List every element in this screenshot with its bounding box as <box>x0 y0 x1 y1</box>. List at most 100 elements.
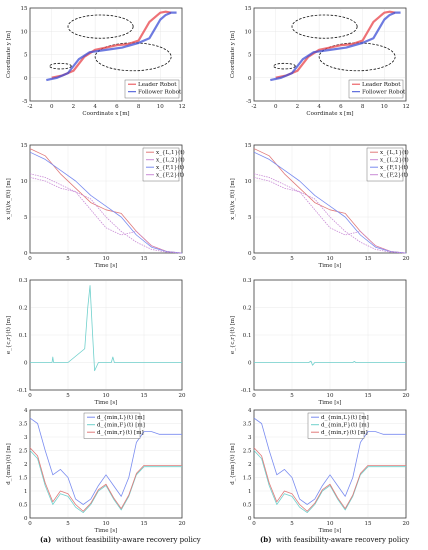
x-tick-label: 4 <box>317 104 321 110</box>
y-axis-label: Coordinate y [m] <box>6 31 12 78</box>
x-tick-label: -2 <box>27 104 32 110</box>
plot-frame <box>29 7 183 102</box>
obstacle-ellipse <box>273 62 296 70</box>
x-axis-label: Coordinate x [m] <box>306 111 353 117</box>
plot-frame <box>29 279 183 391</box>
caption-a: (a) without feasibility-aware recovery p… <box>40 535 201 544</box>
x-tick-label: 10 <box>103 393 110 399</box>
x-tick-label: 0 <box>252 256 256 262</box>
y-tick-label: 0.2 <box>19 306 28 312</box>
x-tick-label: 10 <box>103 256 110 262</box>
x-axis-label: Coordinate x [m] <box>82 111 129 117</box>
y-tick-label: 5 <box>248 215 252 221</box>
legend-entry: d_{min,L}(t) [m] <box>321 414 369 421</box>
y-axis-label: x_i(t)/x_f(t) [m] <box>229 178 236 220</box>
legend: Leader Robot Follower Robot <box>348 79 406 99</box>
series-line-d-min-r-t-m <box>253 447 406 512</box>
caption-b: (b) with feasibility-aware recovery poli… <box>260 535 409 544</box>
x-tick-label: 0 <box>50 104 54 110</box>
y-tick-label: 3 <box>248 435 252 441</box>
y-axis-label: d_{min}(t) [m] <box>229 443 236 485</box>
y-tick-label: 0 <box>24 251 28 257</box>
x-axis-label: Time [s] <box>319 528 342 534</box>
y-tick-label: 0 <box>24 76 28 82</box>
series-line-x-f-2-t <box>29 177 183 254</box>
y-tick-label: -5 <box>22 99 28 105</box>
legend: x_{L,1}(t)x_{L,2}(t)x_{F,1}(t)x_{F,2}(t) <box>366 147 409 182</box>
y-tick-label: 1 <box>248 489 252 495</box>
plot-frame <box>253 279 407 391</box>
x-tick-label: 0 <box>252 521 256 527</box>
y-tick-label: 0.1 <box>243 333 252 339</box>
legend-entry: x_{F,1}(t) <box>380 164 408 171</box>
legend-entry: d_{min,r}(t) [m] <box>97 429 144 436</box>
y-tick-label: 4 <box>24 408 28 414</box>
legend: d_{min,L}(t) [m]d_{min,F}(t) [m]d_{min,r… <box>83 412 145 439</box>
y-tick-label: 3.5 <box>243 422 252 428</box>
series-line-d-min-f-t-m <box>29 450 182 513</box>
x-tick-label: 10 <box>157 104 164 110</box>
legend-entry: d_{min,L}(t) [m] <box>97 414 145 421</box>
x-tick-label: 15 <box>365 521 372 527</box>
x-tick-label: 20 <box>179 393 186 399</box>
plot-frame <box>253 7 407 102</box>
y-tick-label: 0.3 <box>243 278 252 284</box>
y-tick-label: -0.1 <box>17 388 28 394</box>
x-tick-label: 5 <box>66 393 70 399</box>
plot-frame <box>253 409 407 519</box>
obstacle-ellipse <box>49 62 72 70</box>
y-tick-label: 0 <box>24 361 28 367</box>
x-tick-label: 8 <box>361 104 365 110</box>
legend-entry: Leader Robot <box>362 82 401 88</box>
legend: Leader Robot Follower Robot <box>124 79 182 99</box>
legend-entry: d_{min,r}(t) [m] <box>321 429 368 436</box>
x-tick-label: 5 <box>290 521 294 527</box>
y-tick-label: -0.1 <box>241 388 252 394</box>
y-tick-label: 3 <box>24 435 28 441</box>
series-line-series-0 <box>254 360 406 366</box>
x-tick-label: 12 <box>403 104 410 110</box>
y-tick-label: 3.5 <box>19 422 28 428</box>
series-line-x-f-1-t <box>253 151 407 254</box>
x-axis-label: Time [s] <box>95 400 118 406</box>
y-tick-label: 0 <box>24 516 28 522</box>
y-tick-label: 0.5 <box>243 503 252 509</box>
y-tick-label: 0.2 <box>243 306 252 312</box>
x-tick-label: 20 <box>403 393 410 399</box>
x-tick-label: 15 <box>141 521 148 527</box>
y-tick-label: 1.5 <box>243 476 252 482</box>
y-tick-label: 15 <box>245 143 252 149</box>
y-axis-label: e_{c,r}(t) [m] <box>229 316 236 354</box>
y-tick-label: 5 <box>248 53 252 59</box>
x-tick-label: 2 <box>72 104 76 110</box>
legend: x_{L,1}(t)x_{L,2}(t)x_{F,1}(t)x_{F,2}(t) <box>142 147 185 182</box>
legend-box <box>142 147 180 182</box>
x-tick-label: 2 <box>296 104 300 110</box>
x-tick-label: 20 <box>403 521 410 527</box>
y-tick-label: 0 <box>248 516 252 522</box>
series-line-leader-robot <box>275 10 396 79</box>
x-tick-label: 0 <box>28 393 32 399</box>
legend-entry: d_{min,F}(t) [m] <box>97 422 145 429</box>
caption-tag: (a) <box>40 535 51 544</box>
chart-traj-a: -2 0 2 4 6 8 10 12 -5 0 5 10 15 Coordinate x [m] Coord… <box>6 6 186 117</box>
y-tick-label: 0.3 <box>19 278 28 284</box>
legend-entry: Follower Robot <box>362 90 406 96</box>
legend-entry: d_{min,F}(t) [m] <box>321 422 369 429</box>
x-tick-label: 0 <box>252 393 256 399</box>
x-tick-label: 8 <box>137 104 141 110</box>
series-line-leader-robot <box>51 10 172 79</box>
y-tick-label: 1 <box>24 489 28 495</box>
y-tick-label: 0 <box>248 76 252 82</box>
chart-dist-a: 0 5 10 15 20 0 0.5 1 1.5 2 2.5 3 3.5 4 Time [s] d_{min}… <box>5 408 186 534</box>
x-tick-label: 0 <box>274 104 278 110</box>
x-tick-label: 20 <box>179 521 186 527</box>
x-tick-label: 6 <box>339 104 343 110</box>
legend-box <box>348 79 404 99</box>
y-tick-label: 2.5 <box>19 449 28 455</box>
obstacle-ellipse <box>67 14 134 39</box>
legend-entry: x_{L,2}(t) <box>380 157 409 164</box>
x-axis-label: Time [s] <box>319 400 342 406</box>
